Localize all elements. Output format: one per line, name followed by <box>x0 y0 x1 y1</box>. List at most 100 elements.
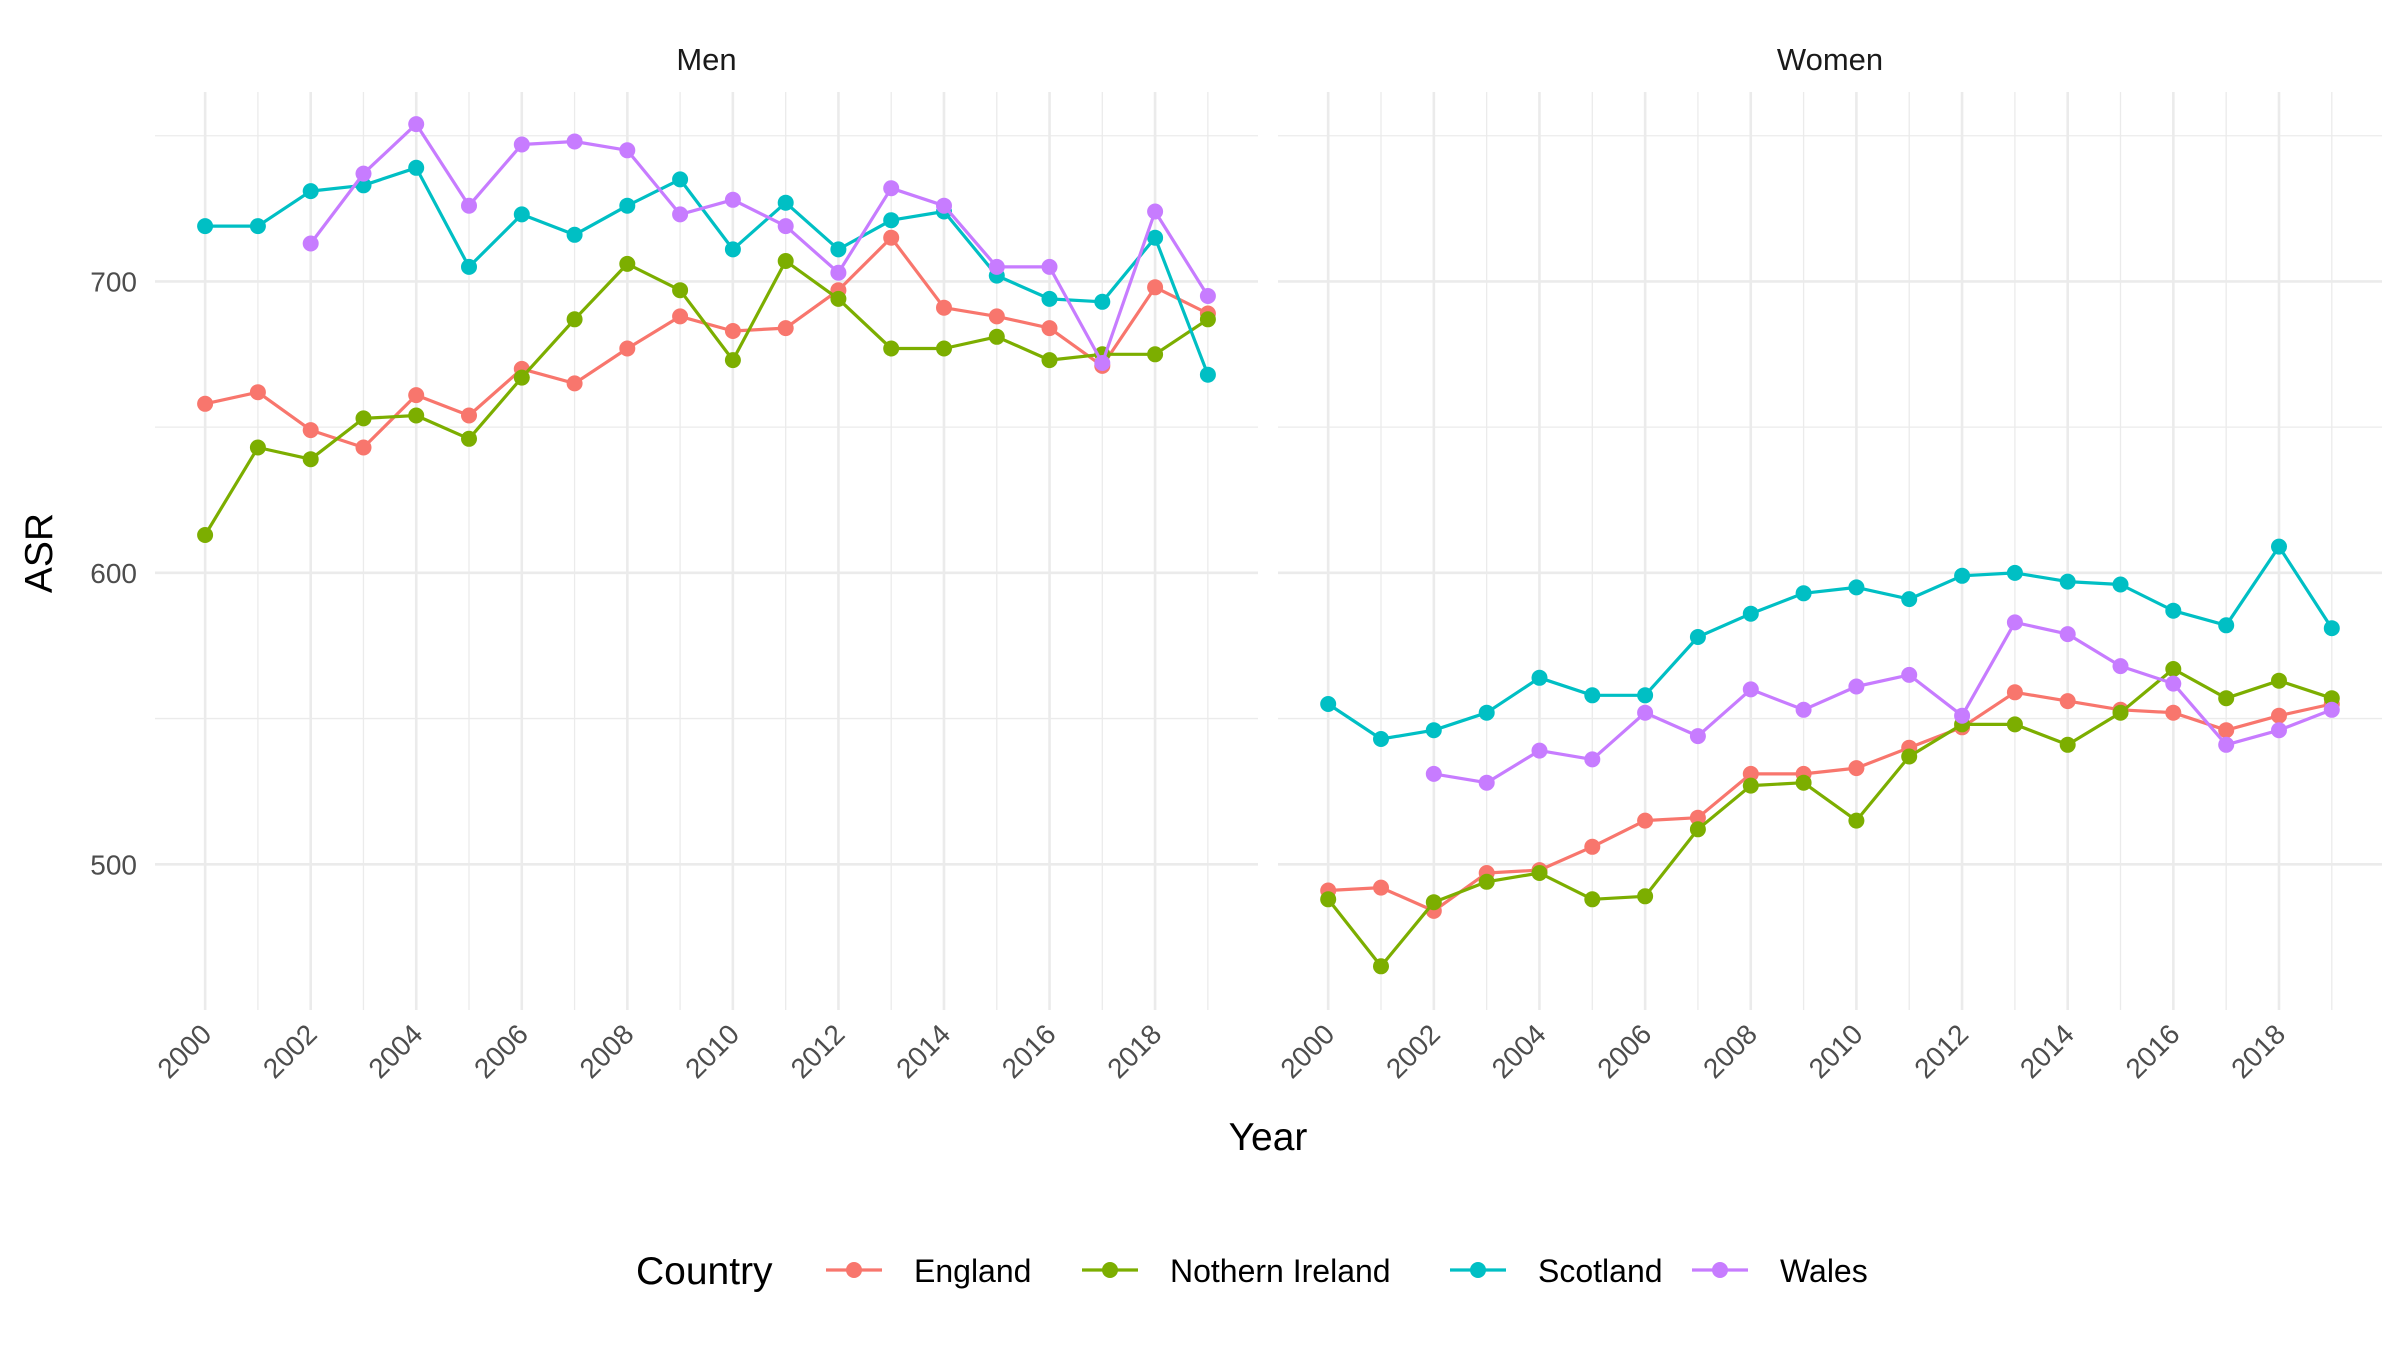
data-point-nothern-ireland <box>1531 865 1548 881</box>
data-point-nothern-ireland <box>724 352 741 369</box>
data-point-scotland <box>2271 538 2287 555</box>
x-tick-label: 2002 <box>257 1018 323 1084</box>
data-point-scotland <box>302 183 319 200</box>
data-point-scotland <box>513 206 530 223</box>
data-point-nothern-ireland <box>408 407 425 424</box>
x-tick-label: 2008 <box>1697 1018 1763 1084</box>
data-point-nothern-ireland <box>1478 873 1495 890</box>
data-point-wales <box>1199 288 1216 304</box>
legend-item-scotland: Scotland <box>1450 1253 1663 1289</box>
data-point-england <box>566 375 583 392</box>
series-line-scotland <box>1327 544 2334 741</box>
data-point-england <box>1742 765 1759 782</box>
series-line-scotland <box>205 166 1210 376</box>
data-point-nothern-ireland <box>1795 774 1812 791</box>
data-point-wales <box>1637 704 1654 721</box>
data-point-england <box>1584 838 1601 855</box>
data-point-scotland <box>408 159 425 176</box>
data-point-wales <box>1584 751 1601 768</box>
data-point-scotland <box>1689 629 1706 645</box>
data-point-nothern-ireland <box>777 253 794 269</box>
data-point-scotland <box>1637 687 1654 704</box>
x-tick-label: 2004 <box>1486 1018 1552 1084</box>
data-point-nothern-ireland <box>1689 821 1706 838</box>
data-point-england <box>1373 879 1389 896</box>
data-point-wales <box>1954 707 1971 724</box>
data-point-nothern-ireland <box>1320 891 1337 908</box>
data-point-scotland <box>1954 567 1971 584</box>
legend-key-point <box>1470 1262 1486 1278</box>
data-point-nothern-ireland <box>2165 661 2182 677</box>
legend-key-point <box>1102 1262 1118 1278</box>
legend-label: Wales <box>1780 1253 1868 1289</box>
series-line-england <box>1328 690 2333 913</box>
data-point-nothern-ireland <box>672 282 689 299</box>
legend-key-point <box>846 1262 862 1278</box>
data-point-wales <box>2323 701 2340 718</box>
data-point-scotland <box>2059 573 2076 590</box>
data-point-scotland <box>1901 591 1918 608</box>
x-tick-label: 2004 <box>363 1018 429 1084</box>
data-point-wales <box>1147 203 1164 220</box>
x-tick-label: 2016 <box>2120 1018 2186 1084</box>
data-point-wales <box>1531 742 1548 759</box>
data-point-wales <box>1848 678 1865 695</box>
data-point-wales <box>1742 681 1759 698</box>
legend-label: Scotland <box>1538 1253 1663 1289</box>
data-point-england <box>302 422 319 439</box>
data-point-nothern-ireland <box>1041 352 1058 369</box>
data-point-wales <box>566 133 583 150</box>
data-point-wales <box>1901 666 1918 683</box>
data-point-scotland <box>2006 564 2023 581</box>
data-point-wales <box>2059 626 2076 643</box>
data-point-scotland <box>566 226 583 243</box>
data-point-nothern-ireland <box>513 369 530 386</box>
facet-label-women: Women <box>1777 42 1883 77</box>
data-point-wales <box>2112 658 2129 675</box>
data-point-scotland <box>2112 576 2129 593</box>
data-point-nothern-ireland <box>566 311 583 328</box>
data-point-england <box>619 340 636 357</box>
data-point-nothern-ireland <box>2218 690 2235 707</box>
data-point-wales <box>355 165 372 182</box>
x-tick-label: 2014 <box>2014 1018 2080 1084</box>
x-tick-label: 2002 <box>1380 1018 1446 1084</box>
panels-layer: Men 500 600 700 2000 2002 2004 2006 2008 2010 2012… <box>90 42 2382 1084</box>
data-point-wales <box>777 218 794 235</box>
data-point-nothern-ireland <box>1199 311 1216 328</box>
data-point-scotland <box>1094 293 1111 310</box>
legend-title: Country <box>636 1250 773 1293</box>
x-tick-label: 2000 <box>1274 1018 1340 1084</box>
data-point-england <box>2218 722 2235 739</box>
data-point-nothern-ireland <box>988 328 1005 345</box>
data-point-england <box>1041 320 1058 337</box>
x-tick-label: 2010 <box>679 1018 745 1084</box>
data-point-scotland <box>1531 669 1548 686</box>
data-point-england <box>197 395 214 412</box>
data-point-nothern-ireland <box>2271 672 2287 689</box>
x-tick-label: 2016 <box>996 1018 1062 1084</box>
data-point-nothern-ireland <box>1901 748 1918 765</box>
data-point-wales <box>1478 774 1495 791</box>
data-point-nothern-ireland <box>2323 690 2340 707</box>
data-point-wales <box>2006 614 2023 631</box>
data-point-wales <box>461 197 477 214</box>
legend-item-wales: Wales <box>1692 1253 1868 1289</box>
data-point-scotland <box>619 197 636 214</box>
data-point-nothern-ireland <box>355 410 372 427</box>
x-tick-label: 2018 <box>1101 1018 1167 1084</box>
y-axis-title: ASR <box>18 513 61 593</box>
data-point-scotland <box>249 218 266 235</box>
data-point-england <box>2165 704 2182 721</box>
panel-men: Men 500 600 700 2000 2002 2004 2006 2008 2010 2012… <box>90 42 1258 1084</box>
data-point-nothern-ireland <box>197 527 214 543</box>
data-point-nothern-ireland <box>2006 716 2023 733</box>
x-tick-label: 2012 <box>1908 1018 1974 1084</box>
y-tick-label: 600 <box>90 558 137 589</box>
data-point-england <box>777 320 794 337</box>
x-tick-label: 2006 <box>468 1018 534 1084</box>
data-point-wales <box>302 235 319 252</box>
data-point-wales <box>1094 355 1111 371</box>
series-line-nothern-ireland <box>203 259 1209 536</box>
